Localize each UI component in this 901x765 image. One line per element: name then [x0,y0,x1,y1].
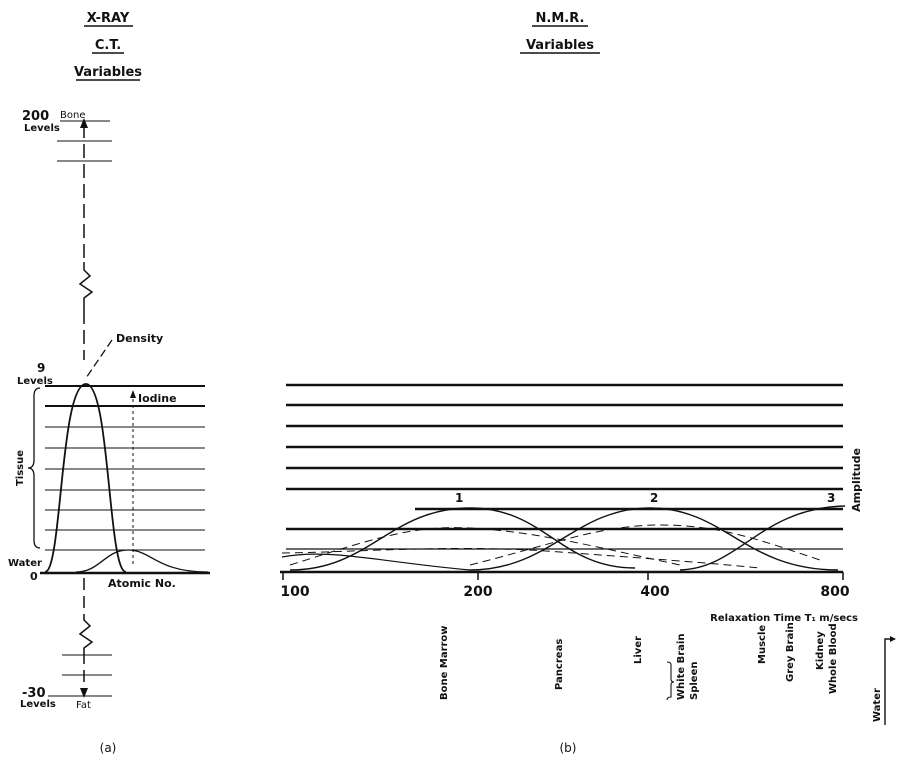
white-brain-spleen-brace [666,661,675,701]
peak-label-3: 3 [827,491,835,505]
label-minus-30: -30 [22,686,46,701]
xaxis-label: Relaxation Time T₁ m/secs [710,613,858,624]
tick-200: 200 [463,584,492,600]
peak-curve-1 [289,507,636,571]
tissue-white-brain: White Brain [676,634,687,700]
label-water: Water [8,558,42,569]
tick-400: 400 [640,584,669,600]
arrow-up-iodine [130,390,136,398]
tissue-brace [27,387,41,549]
tissue-whole-blood: Whole Blood [828,623,839,694]
amplitude-levels [286,383,843,550]
tissue-water: Water [872,688,883,722]
label-bone: Bone [60,110,85,121]
nmr-heading-2: Variables [526,38,594,53]
tissue-kidney: Kidney [815,631,826,670]
atomic-number-curve [75,549,209,573]
caption-b: (b) [560,741,577,755]
tick-800: 800 [820,584,849,600]
amplitude-label: Amplitude [850,448,863,512]
tissue-muscle: Muscle [757,625,768,664]
peak-curve-3 [679,505,846,571]
label-levels-top: Levels [24,123,60,134]
tissue-labels: Bone Marrow Pancreas Liver White Brain S… [439,622,896,725]
nmr-heading-1: N.M.R. [536,11,585,26]
panel-b: N.M.R. Variables Amplitude 1 2 3 [280,11,896,755]
label-9: 9 [37,361,45,375]
peak-label-1: 1 [455,491,463,505]
label-tissue: Tissue [15,450,26,486]
label-levels-mid: Levels [17,376,53,387]
tissue-spleen: Spleen [689,662,700,700]
label-200: 200 [22,109,49,124]
peak-curve-2 [469,507,839,571]
tissue-pancreas: Pancreas [554,639,565,690]
arrow-up-bone [80,118,88,128]
panel-a: X-RAY C.T. Variables 200 Bone Levels Den… [8,11,210,755]
density-curve [44,383,127,573]
xray-heading-3: Variables [74,65,142,80]
caption-a: (a) [100,741,117,755]
tissue-bone-marrow: Bone Marrow [439,625,450,700]
label-levels-bottom: Levels [20,699,56,710]
label-atomic-number: Atomic No. [108,577,176,590]
label-density: Density [116,332,163,345]
dashed-curve-2 [469,524,821,566]
dashed-curve-1 [289,527,681,566]
xray-heading-1: X-RAY [87,11,130,26]
tick-100: 100 [280,584,309,600]
water-arrow [884,638,892,725]
tissue-liver: Liver [633,636,644,664]
label-fat: Fat [76,700,91,711]
arrow-down-fat [80,688,88,698]
tissue-grey-brain: Grey Brain [785,622,796,682]
cross-curve-left [281,553,471,571]
label-zero: 0 [30,570,38,583]
peak-label-2: 2 [650,491,658,505]
label-iodine: Iodine [138,392,177,405]
xray-heading-2: C.T. [95,38,121,53]
dashed-curve-3 [281,547,761,569]
